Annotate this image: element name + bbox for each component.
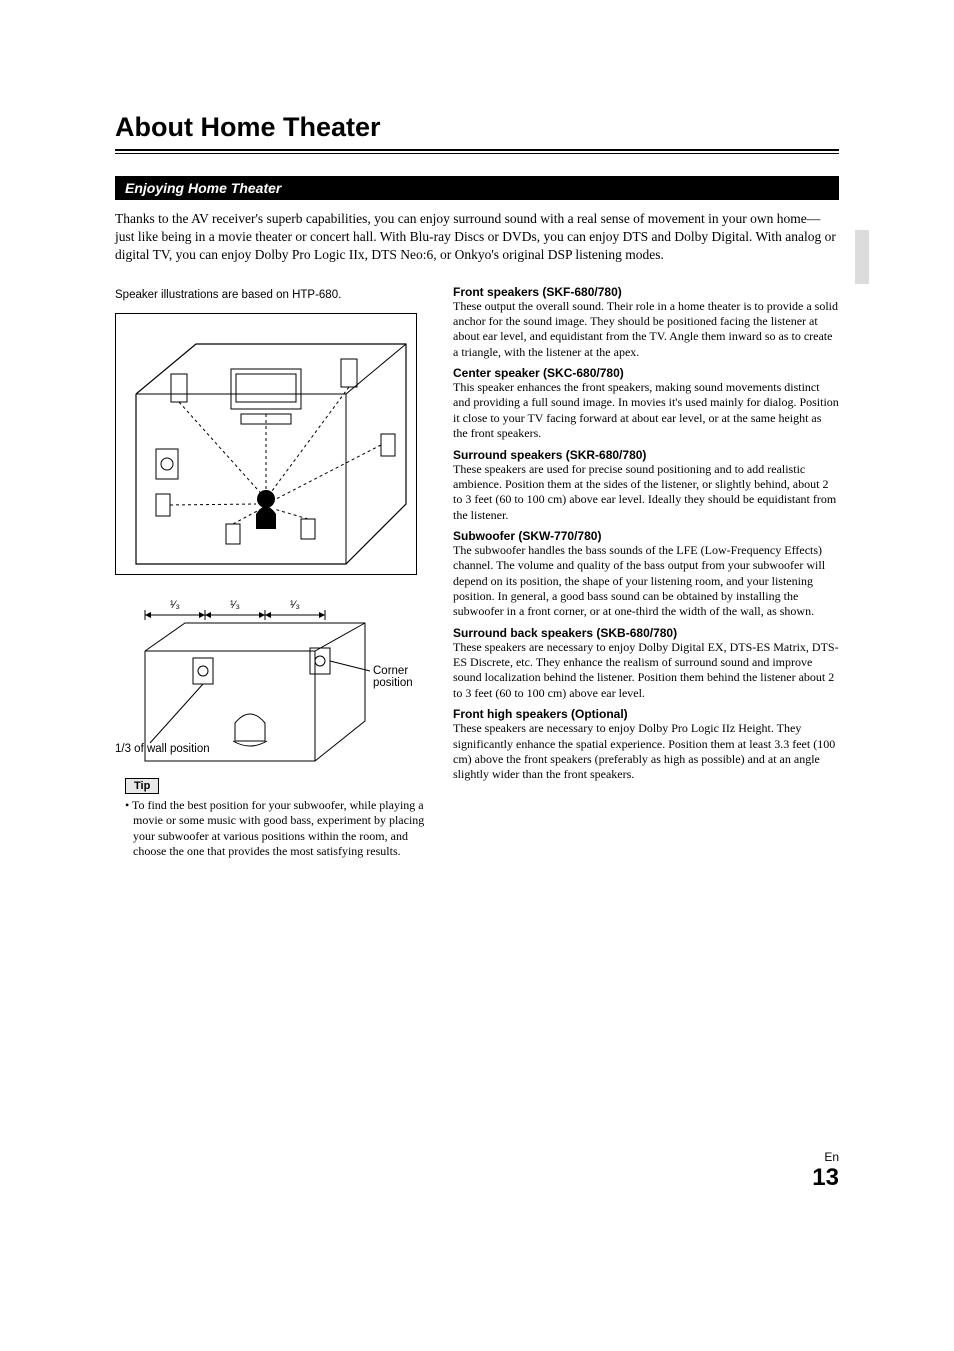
third-label-1: ¹⁄₃	[170, 599, 180, 611]
footer-lang: En	[812, 1150, 839, 1164]
speaker-body-2: These speakers are used for precise soun…	[453, 462, 839, 523]
tip-text: To find the best position for your subwo…	[125, 798, 435, 860]
speaker-body-5: These speakers are necessary to enjoy Do…	[453, 721, 839, 782]
speaker-body-1: This speaker enhances the front speakers…	[453, 380, 839, 441]
intro-paragraph: Thanks to the AV receiver's superb capab…	[115, 210, 839, 265]
wall-position-label: 1/3 of wall position	[115, 743, 210, 755]
room-diagram	[115, 313, 417, 575]
page: About Home Theater Enjoying Home Theater…	[0, 0, 954, 1240]
left-column: Speaker illustrations are based on HTP-6…	[115, 285, 435, 860]
subwoofer-diagram-svg: ¹⁄₃ ¹⁄₃ ¹⁄₃	[115, 593, 415, 763]
page-footer: En 13	[812, 1150, 839, 1192]
right-column: Front speakers (SKF-680/780) These outpu…	[453, 285, 839, 860]
speaker-body-0: These output the overall sound. Their ro…	[453, 299, 839, 360]
speaker-head-5: Front high speakers (Optional)	[453, 707, 839, 721]
room-diagram-svg	[116, 314, 416, 574]
speaker-head-4: Surround back speakers (SKB-680/780)	[453, 626, 839, 640]
speaker-head-3: Subwoofer (SKW-770/780)	[453, 529, 839, 543]
subwoofer-diagram-wrap: ¹⁄₃ ¹⁄₃ ¹⁄₃	[115, 593, 415, 768]
speaker-note: Speaker illustrations are based on HTP-6…	[115, 289, 435, 301]
title-rule-thick	[115, 149, 839, 151]
side-tab	[855, 230, 869, 284]
speaker-head-1: Center speaker (SKC-680/780)	[453, 366, 839, 380]
corner-position-label: Corner position	[373, 665, 415, 689]
speaker-head-2: Surround speakers (SKR-680/780)	[453, 448, 839, 462]
title-rule-thin	[115, 153, 839, 154]
footer-page-number: 13	[812, 1164, 839, 1191]
speaker-body-4: These speakers are necessary to enjoy Do…	[453, 640, 839, 701]
speaker-head-0: Front speakers (SKF-680/780)	[453, 285, 839, 299]
tip-label: Tip	[125, 778, 159, 794]
section-bar: Enjoying Home Theater	[115, 176, 839, 200]
page-title: About Home Theater	[115, 112, 839, 143]
speaker-body-3: The subwoofer handles the bass sounds of…	[453, 543, 839, 620]
third-label-3: ¹⁄₃	[290, 599, 300, 611]
third-label-2: ¹⁄₃	[230, 599, 240, 611]
two-column-layout: Speaker illustrations are based on HTP-6…	[115, 285, 839, 860]
